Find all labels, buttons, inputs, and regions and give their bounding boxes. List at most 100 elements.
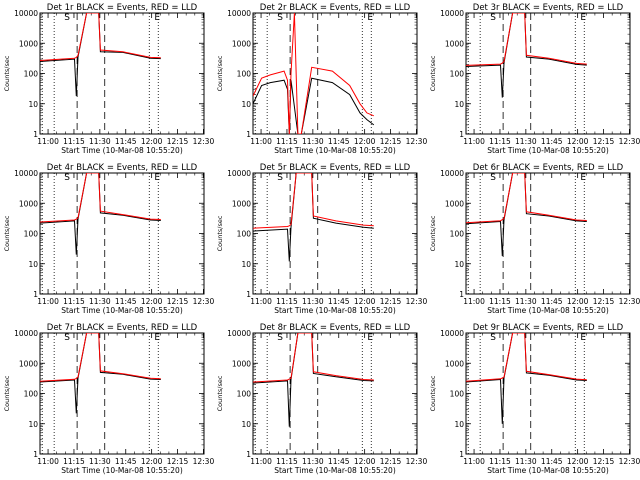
y-tick-label: 10000 — [14, 9, 38, 18]
chart-title: Det 1r BLACK = Events, RED = LLD — [47, 3, 198, 13]
end-marker-label: E — [154, 13, 160, 23]
y-tick-label: 10000 — [227, 169, 251, 178]
x-tick-label: 12:00 — [141, 457, 163, 466]
y-axis-label: Counts/sec — [216, 215, 224, 251]
x-axis-label: Start Time (10-Mar-08 10:55:20) — [487, 306, 609, 315]
plot-frame — [465, 332, 631, 455]
x-tick-label: 12:15 — [167, 457, 189, 466]
x-tick-label: 11:45 — [115, 457, 137, 466]
y-tick-label: 100 — [450, 230, 465, 239]
chart-panel-6: 11:00 11:15 11:30 11:45 12:00 12:15 12:30 1 10 10… — [429, 163, 640, 315]
x-tick-label: 11:00 — [37, 297, 59, 306]
end-marker-label: E — [154, 173, 160, 183]
series-events-line — [253, 77, 375, 134]
x-tick-label: 12:00 — [141, 297, 163, 306]
end-marker-label: E — [580, 333, 586, 343]
plot-frame — [252, 172, 418, 295]
chart-panel-3: 11:00 11:15 11:30 11:45 12:00 12:15 12:30 1 10 10… — [429, 3, 640, 155]
chart-title: Det 2r BLACK = Events, RED = LLD — [260, 3, 411, 13]
y-tick-label: 10 — [28, 100, 38, 109]
chart-panel-1: 11:00 11:15 11:30 11:45 12:00 12:15 12:30 1 10 10… — [3, 3, 214, 155]
chart-panel-5: 11:00 11:15 11:30 11:45 12:00 12:15 12:30 1 10 10… — [216, 163, 427, 315]
start-marker-label: S — [490, 13, 496, 23]
y-tick-label: 1000 — [19, 359, 38, 368]
y-tick-label: 10 — [241, 420, 251, 429]
series-lld-line — [466, 173, 587, 224]
x-tick-label: 12:15 — [167, 297, 189, 306]
x-tick-label: 11:15 — [63, 297, 85, 306]
series-lld-line — [253, 13, 374, 134]
y-tick-label: 1000 — [19, 39, 38, 48]
y-tick-label: 1 — [459, 290, 464, 299]
x-tick-label: 12:00 — [567, 457, 589, 466]
x-axis-label: Start Time (10-Mar-08 10:55:20) — [274, 466, 396, 475]
x-tick-label: 11:00 — [250, 457, 272, 466]
y-tick-label: 10000 — [14, 329, 38, 338]
x-tick-label: 12:15 — [380, 457, 402, 466]
chart-title: Det 8r BLACK = Events, RED = LLD — [260, 323, 411, 333]
series-lld-line — [466, 333, 587, 382]
y-tick-label: 1 — [459, 130, 464, 139]
x-tick-label: 11:15 — [63, 457, 85, 466]
y-tick-label: 100 — [24, 390, 39, 399]
end-marker-label: E — [367, 333, 373, 343]
x-tick-label: 11:45 — [541, 297, 563, 306]
x-tick-label: 12:30 — [193, 137, 215, 146]
y-axis-label: Counts/sec — [3, 375, 11, 411]
chart-panel-2: 11:00 11:15 11:30 11:45 12:00 12:15 12:30 1 10 10… — [216, 3, 427, 155]
x-axis-label: Start Time (10-Mar-08 10:55:20) — [61, 146, 183, 155]
end-marker-label: E — [154, 333, 160, 343]
start-marker-label: S — [64, 13, 70, 23]
series-lld-line — [466, 13, 587, 66]
series-lld-line — [253, 173, 374, 229]
x-tick-label: 12:00 — [354, 137, 376, 146]
x-tick-label: 11:15 — [489, 297, 511, 306]
y-tick-label: 1 — [33, 130, 38, 139]
series-events-line — [466, 13, 587, 98]
y-tick-label: 1000 — [19, 199, 38, 208]
y-tick-label: 10 — [28, 420, 38, 429]
y-axis-label: Counts/sec — [429, 375, 437, 411]
y-axis-label: Counts/sec — [429, 215, 437, 251]
chart-title: Det 6r BLACK = Events, RED = LLD — [473, 163, 624, 173]
y-tick-label: 10000 — [440, 169, 464, 178]
x-tick-label: 11:30 — [302, 297, 324, 306]
series-events-line — [466, 333, 587, 424]
x-tick-label: 11:00 — [37, 457, 59, 466]
series-lld-line — [40, 173, 161, 223]
series-lld-line — [40, 13, 161, 61]
x-tick-label: 11:45 — [328, 297, 350, 306]
x-tick-label: 12:30 — [406, 137, 428, 146]
y-tick-label: 10000 — [440, 329, 464, 338]
x-tick-label: 11:00 — [250, 297, 272, 306]
x-tick-label: 11:30 — [515, 137, 537, 146]
x-tick-label: 11:30 — [515, 457, 537, 466]
y-tick-label: 1000 — [445, 199, 464, 208]
series-events-line — [466, 173, 587, 257]
x-tick-label: 12:15 — [380, 297, 402, 306]
x-tick-label: 11:45 — [328, 137, 350, 146]
x-tick-label: 11:00 — [463, 457, 485, 466]
x-axis-label: Start Time (10-Mar-08 10:55:20) — [61, 466, 183, 475]
x-tick-label: 12:30 — [193, 457, 215, 466]
y-tick-label: 1000 — [232, 359, 251, 368]
x-tick-label: 11:15 — [489, 457, 511, 466]
x-tick-label: 12:00 — [567, 297, 589, 306]
x-tick-label: 12:15 — [380, 137, 402, 146]
x-axis-label: Start Time (10-Mar-08 10:55:20) — [61, 306, 183, 315]
y-axis-label: Counts/sec — [3, 215, 11, 251]
end-marker-label: E — [367, 13, 373, 23]
x-tick-label: 12:30 — [193, 297, 215, 306]
x-tick-label: 11:45 — [541, 457, 563, 466]
chart-title: Det 9r BLACK = Events, RED = LLD — [473, 323, 624, 333]
y-tick-label: 1 — [246, 450, 251, 459]
x-tick-label: 11:45 — [541, 137, 563, 146]
x-tick-label: 11:30 — [89, 297, 111, 306]
x-tick-label: 11:45 — [115, 297, 137, 306]
y-tick-label: 10000 — [227, 9, 251, 18]
start-marker-label: S — [277, 13, 283, 23]
series-events-line — [40, 13, 161, 97]
plot-frame — [39, 332, 205, 455]
y-tick-label: 100 — [450, 390, 465, 399]
